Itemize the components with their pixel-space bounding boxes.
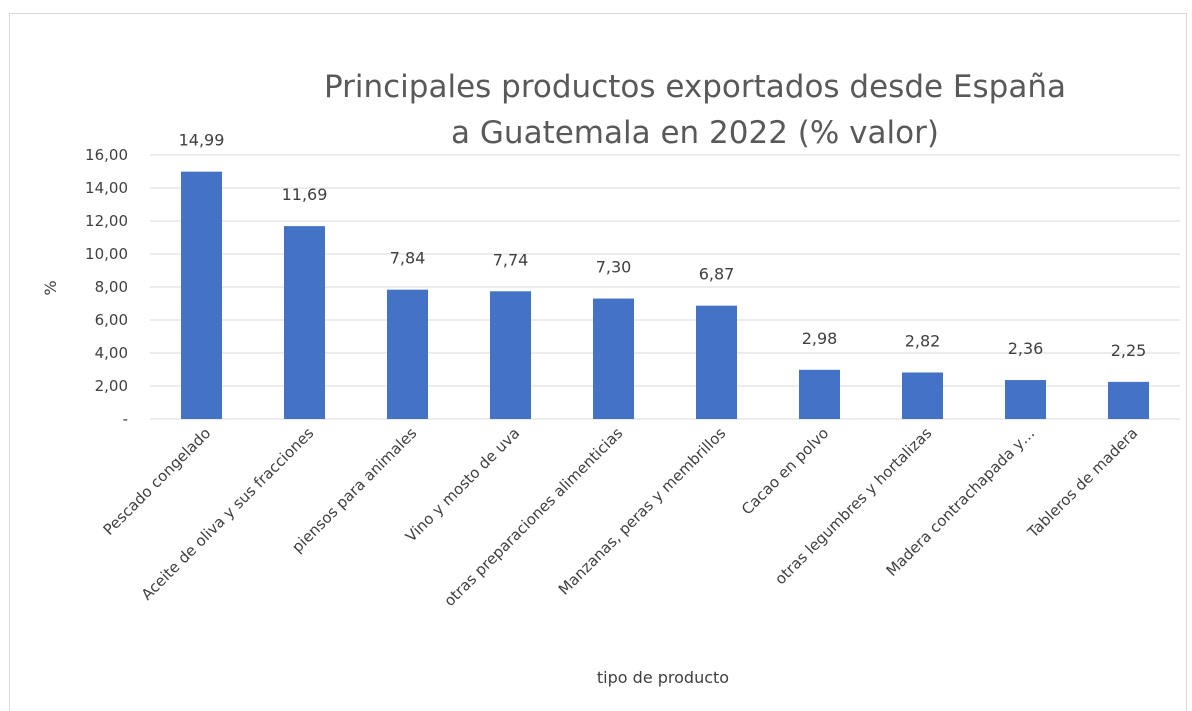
bar <box>799 369 840 419</box>
bar <box>902 372 943 419</box>
chart-title-line-1: Principales productos exportados desde E… <box>324 69 1066 105</box>
category-label: Cacao en polvo <box>738 424 832 518</box>
y-tick-label: 8,00 <box>95 278 128 296</box>
bar <box>284 226 325 419</box>
category-label: Manzanas, peras y membrillos <box>555 424 730 599</box>
data-label: 7,84 <box>390 249 426 268</box>
data-label: 2,25 <box>1111 341 1147 360</box>
category-label: Vino y mosto de uva <box>402 424 523 545</box>
bar <box>1108 381 1149 419</box>
data-label: 11,69 <box>282 185 328 204</box>
y-tick-label: 16,00 <box>85 146 128 164</box>
y-tick-label: 12,00 <box>85 212 128 230</box>
bar <box>696 305 737 419</box>
y-tick-label: 6,00 <box>95 311 128 329</box>
data-label: 7,74 <box>493 250 529 269</box>
data-label: 14,99 <box>179 131 225 150</box>
bar <box>181 171 222 419</box>
data-labels: 14,99 11,69 7,84 7,74 7,30 6,87 2,98 2,82 2,36 2,… <box>179 131 1147 360</box>
bar <box>1005 380 1046 419</box>
category-label: Aceite de oliva y sus fracciones <box>138 424 318 604</box>
y-tick-label: 4,00 <box>95 344 128 362</box>
y-tick-label: - <box>123 410 128 428</box>
bars <box>181 171 1149 419</box>
y-tick-label: 10,00 <box>85 245 128 263</box>
data-label: 7,30 <box>596 258 632 277</box>
bar <box>387 289 428 419</box>
y-axis-label: % <box>41 280 60 295</box>
y-axis-ticks: - 2,00 4,00 6,00 8,00 10,00 12,00 14,00 16,00 <box>85 146 128 428</box>
bar <box>490 291 531 419</box>
chart-title-line-2: a Guatemala en 2022 (% valor) <box>451 115 939 151</box>
category-label: Pescado congelado <box>100 424 215 539</box>
category-label: otras preparaciones alimenticias <box>440 424 626 610</box>
category-label: Tableros de madera <box>1023 424 1141 542</box>
data-label: 6,87 <box>699 265 735 284</box>
x-axis-label: tipo de producto <box>597 668 729 687</box>
data-label: 2,36 <box>1008 339 1044 358</box>
y-tick-label: 14,00 <box>85 179 128 197</box>
y-tick-label: 2,00 <box>95 377 128 395</box>
data-label: 2,82 <box>905 331 941 350</box>
bar <box>593 298 634 419</box>
data-label: 2,98 <box>802 329 838 348</box>
